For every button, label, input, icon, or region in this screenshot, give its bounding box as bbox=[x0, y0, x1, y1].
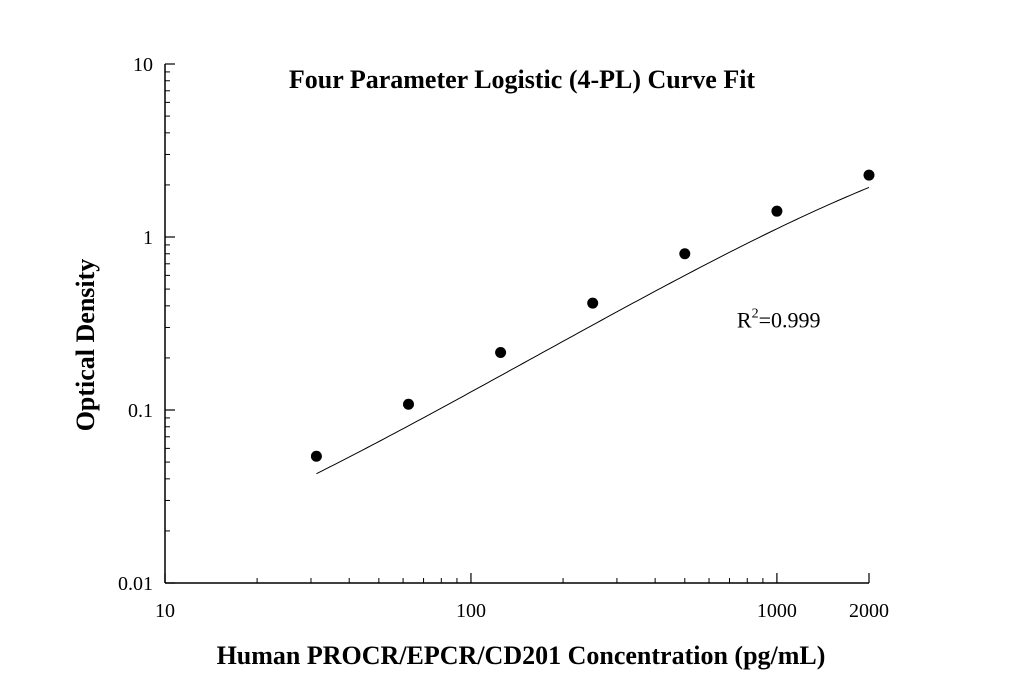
x-tick-label: 10 bbox=[155, 600, 175, 622]
fit-curve bbox=[316, 186, 870, 475]
axes bbox=[164, 64, 869, 584]
y-tick-label: 0.01 bbox=[118, 573, 153, 595]
data-point bbox=[771, 205, 783, 217]
y-tick-label: 0.1 bbox=[128, 400, 153, 422]
r-squared-base: R bbox=[737, 307, 752, 332]
data-point bbox=[863, 169, 875, 181]
data-point bbox=[587, 297, 599, 309]
data-points bbox=[310, 169, 875, 462]
y-tick-label: 1 bbox=[143, 227, 153, 249]
data-point bbox=[310, 450, 322, 462]
data-point bbox=[402, 398, 414, 410]
ticks: 10 100 1000 2000 0.01 0.1 1 10 bbox=[118, 54, 889, 622]
x-tick-label: 2000 bbox=[849, 600, 889, 622]
y-axis-label: Optical Density bbox=[71, 259, 100, 432]
data-point bbox=[679, 248, 691, 260]
r-squared-value: =0.999 bbox=[759, 307, 821, 332]
x-tick-label: 1000 bbox=[757, 600, 797, 622]
chart-title: Four Parameter Logistic (4-PL) Curve Fit bbox=[289, 65, 756, 94]
data-point bbox=[495, 346, 507, 358]
r-squared-sup: 2 bbox=[752, 306, 759, 321]
r-squared-annotation: R2=0.999 bbox=[737, 306, 821, 332]
y-tick-label: 10 bbox=[133, 54, 153, 76]
x-axis-label: Human PROCR/EPCR/CD201 Concentration (pg… bbox=[217, 641, 826, 670]
x-tick-label: 100 bbox=[456, 600, 486, 622]
